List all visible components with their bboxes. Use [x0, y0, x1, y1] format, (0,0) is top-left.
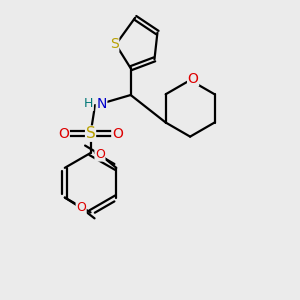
Text: O: O	[112, 127, 123, 141]
Text: S: S	[110, 38, 119, 52]
Text: O: O	[76, 202, 86, 214]
Text: N: N	[96, 97, 107, 111]
Text: S: S	[86, 126, 95, 141]
Text: O: O	[95, 148, 105, 161]
Text: O: O	[58, 127, 69, 141]
Text: O: O	[188, 72, 199, 86]
Text: H: H	[84, 98, 93, 110]
